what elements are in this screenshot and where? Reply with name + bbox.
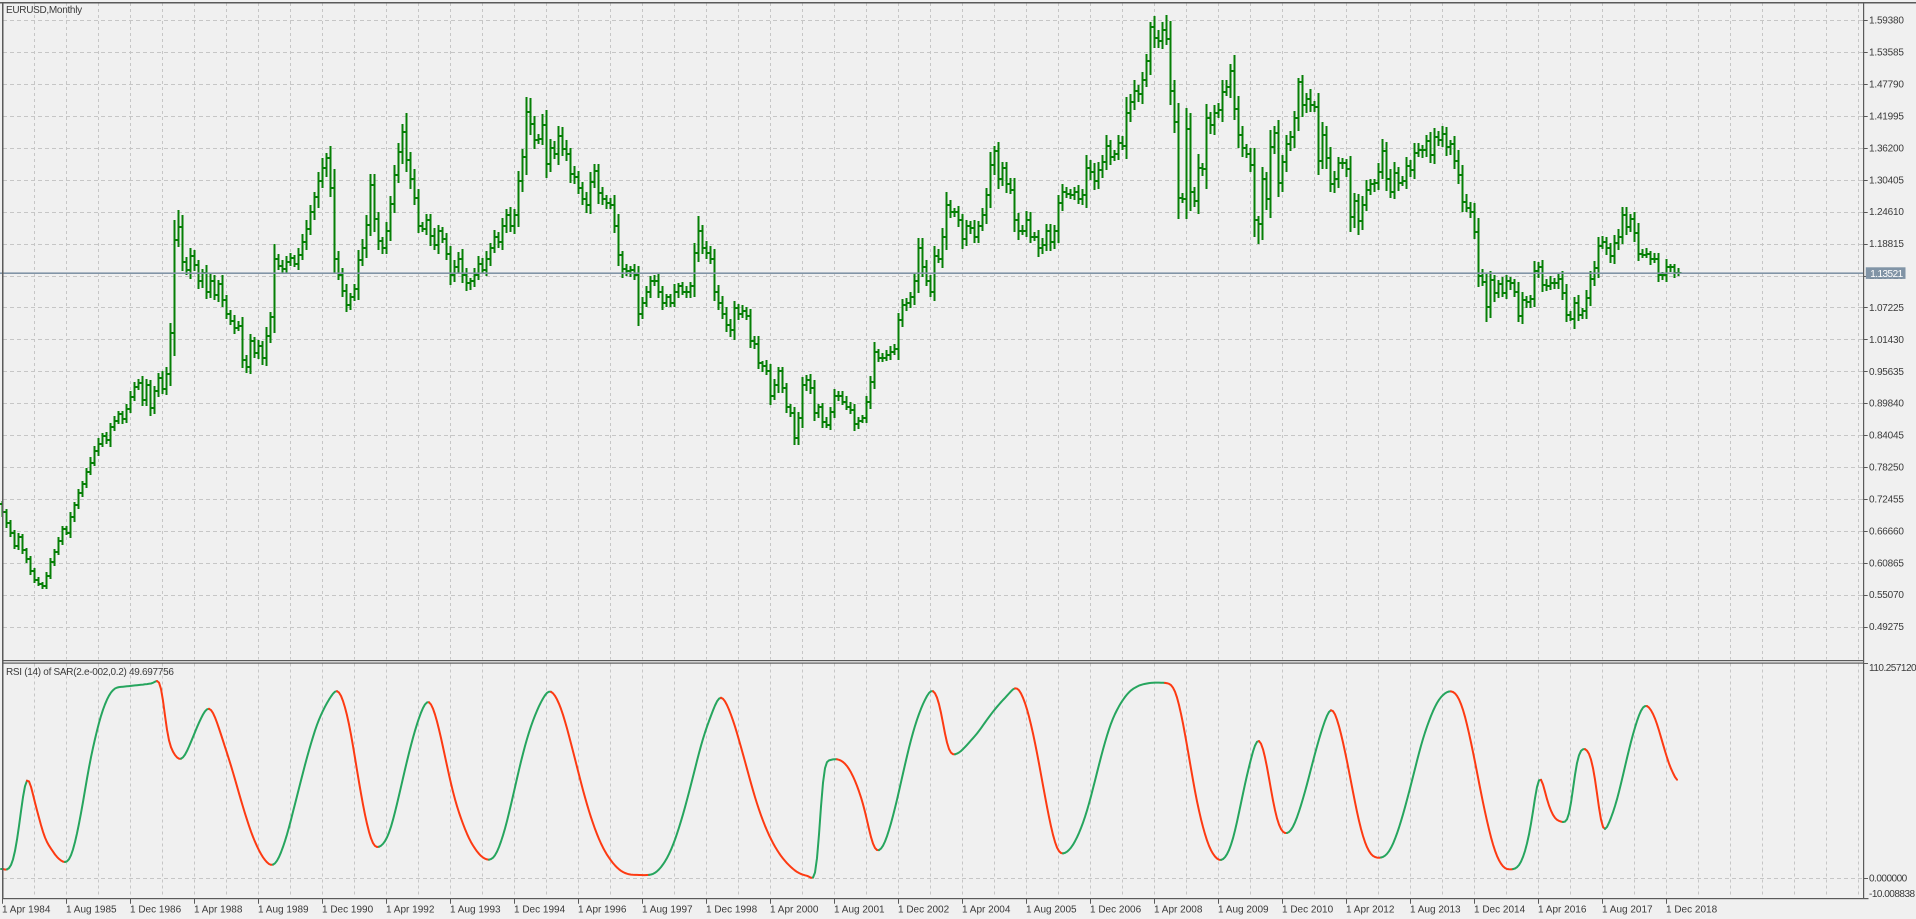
svg-text:1.01430: 1.01430 [1869, 335, 1904, 346]
svg-text:1 Aug 2001: 1 Aug 2001 [834, 904, 885, 915]
svg-text:1 Apr 2012: 1 Apr 2012 [1346, 904, 1395, 915]
svg-text:0.84045: 0.84045 [1869, 431, 1904, 442]
svg-text:1 Dec 2018: 1 Dec 2018 [1666, 904, 1718, 915]
svg-text:1.41995: 1.41995 [1869, 111, 1904, 122]
svg-text:110.257120: 110.257120 [1869, 663, 1916, 674]
svg-text:1 Dec 2006: 1 Dec 2006 [1090, 904, 1142, 915]
svg-text:1 Aug 1997: 1 Aug 1997 [642, 904, 693, 915]
svg-text:1 Dec 1990: 1 Dec 1990 [322, 904, 374, 915]
svg-text:1 Apr 1988: 1 Apr 1988 [194, 904, 243, 915]
svg-text:0.95635: 0.95635 [1869, 367, 1904, 378]
svg-text:0.72455: 0.72455 [1869, 494, 1904, 505]
svg-text:1 Aug 2013: 1 Aug 2013 [1410, 904, 1461, 915]
svg-text:1 Apr 1996: 1 Apr 1996 [578, 904, 627, 915]
svg-text:0.78250: 0.78250 [1869, 463, 1904, 474]
svg-text:EURUSD,Monthly: EURUSD,Monthly [6, 5, 82, 16]
svg-text:1.07225: 1.07225 [1869, 303, 1904, 314]
svg-text:1 Dec 2002: 1 Dec 2002 [898, 904, 950, 915]
svg-text:1.47790: 1.47790 [1869, 80, 1904, 91]
svg-text:1 Aug 2005: 1 Aug 2005 [1026, 904, 1077, 915]
svg-text:1.53585: 1.53585 [1869, 48, 1904, 59]
svg-text:1 Apr 2004: 1 Apr 2004 [962, 904, 1011, 915]
svg-text:1.59380: 1.59380 [1869, 16, 1904, 27]
svg-text:1.13521: 1.13521 [1870, 269, 1903, 280]
svg-text:0.60865: 0.60865 [1869, 558, 1904, 569]
svg-text:1.30405: 1.30405 [1869, 175, 1904, 186]
svg-text:1 Dec 1994: 1 Dec 1994 [514, 904, 566, 915]
svg-text:1 Apr 2016: 1 Apr 2016 [1538, 904, 1587, 915]
svg-text:RSI (14) of SAR(2.e-002,0.2) 4: RSI (14) of SAR(2.e-002,0.2) 49.697756 [6, 667, 174, 678]
svg-text:1 Apr 2008: 1 Apr 2008 [1154, 904, 1203, 915]
svg-text:-10.008838: -10.008838 [1869, 889, 1916, 900]
svg-text:1.18815: 1.18815 [1869, 239, 1904, 250]
svg-text:0.66660: 0.66660 [1869, 526, 1904, 537]
svg-text:1 Apr 1984: 1 Apr 1984 [2, 904, 51, 915]
svg-text:0.49275: 0.49275 [1869, 622, 1904, 633]
svg-text:1.36200: 1.36200 [1869, 143, 1904, 154]
svg-text:1 Apr 2000: 1 Apr 2000 [770, 904, 819, 915]
svg-text:0.000000: 0.000000 [1869, 873, 1908, 884]
svg-text:1 Aug 2009: 1 Aug 2009 [1218, 904, 1269, 915]
svg-text:1 Aug 1993: 1 Aug 1993 [450, 904, 501, 915]
svg-text:1 Aug 1985: 1 Aug 1985 [66, 904, 117, 915]
svg-text:1 Aug 1989: 1 Aug 1989 [258, 904, 309, 915]
svg-text:1 Dec 1986: 1 Dec 1986 [130, 904, 182, 915]
svg-text:1 Apr 1992: 1 Apr 1992 [386, 904, 435, 915]
svg-text:1 Dec 2010: 1 Dec 2010 [1282, 904, 1334, 915]
svg-text:1 Dec 2014: 1 Dec 2014 [1474, 904, 1526, 915]
svg-text:1 Dec 1998: 1 Dec 1998 [706, 904, 758, 915]
svg-text:1.24610: 1.24610 [1869, 207, 1904, 218]
svg-text:1 Aug 2017: 1 Aug 2017 [1602, 904, 1653, 915]
svg-text:0.55070: 0.55070 [1869, 590, 1904, 601]
svg-text:0.89840: 0.89840 [1869, 399, 1904, 410]
